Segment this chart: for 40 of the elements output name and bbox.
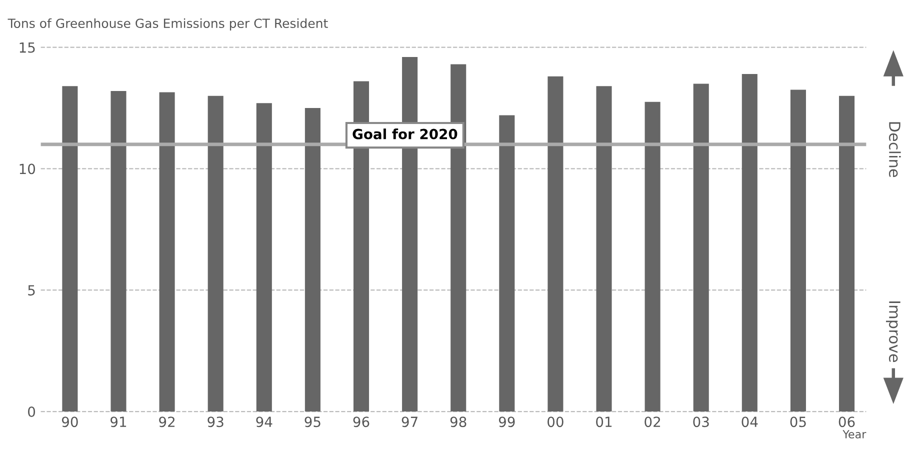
y-tick-label: 0 [28, 406, 36, 417]
bar [499, 115, 515, 412]
chart-title: Tons of Greenhouse Gas Emissions per CT Resident [8, 18, 328, 30]
x-tick-label: 95 [304, 416, 320, 428]
bar [159, 92, 175, 412]
bar [208, 96, 224, 412]
bar [548, 76, 564, 412]
x-tick-label: 02 [644, 416, 660, 428]
x-tick-label: 90 [62, 416, 78, 428]
y-tick-label: 5 [28, 285, 35, 296]
x-tick-label: 97 [402, 416, 418, 428]
x-tick-label: 99 [498, 416, 515, 428]
y-tick-label: 10 [20, 164, 36, 174]
y-tick-label: 15 [20, 42, 35, 53]
x-tick-label: 03 [693, 416, 709, 428]
x-tick-label: 04 [742, 416, 758, 428]
x-tick-label: 06 [838, 416, 855, 428]
x-tick-label: 93 [208, 416, 224, 428]
bar [304, 108, 320, 412]
bar [256, 103, 272, 412]
x-tick-label: 96 [353, 416, 370, 428]
ref-line-label: Goal for 2020 [352, 128, 458, 140]
x-tick-label: 94 [256, 416, 272, 428]
text: Improve [886, 301, 900, 362]
x-tick-label: 92 [159, 416, 174, 428]
bar [693, 84, 709, 412]
x-tick-label: 98 [450, 416, 466, 428]
bar [790, 90, 806, 412]
bar [110, 91, 126, 412]
text: Decline [888, 122, 901, 178]
bar [62, 86, 78, 412]
bar [838, 96, 855, 412]
x-axis-title: Year [842, 430, 866, 438]
bar [644, 102, 660, 412]
bar [596, 86, 612, 412]
bar [742, 74, 758, 412]
x-tick-label: 05 [790, 416, 806, 428]
x-tick-label: 00 [548, 416, 564, 428]
x-tick-label: 01 [596, 416, 612, 428]
x-tick-label: 91 [110, 416, 126, 428]
